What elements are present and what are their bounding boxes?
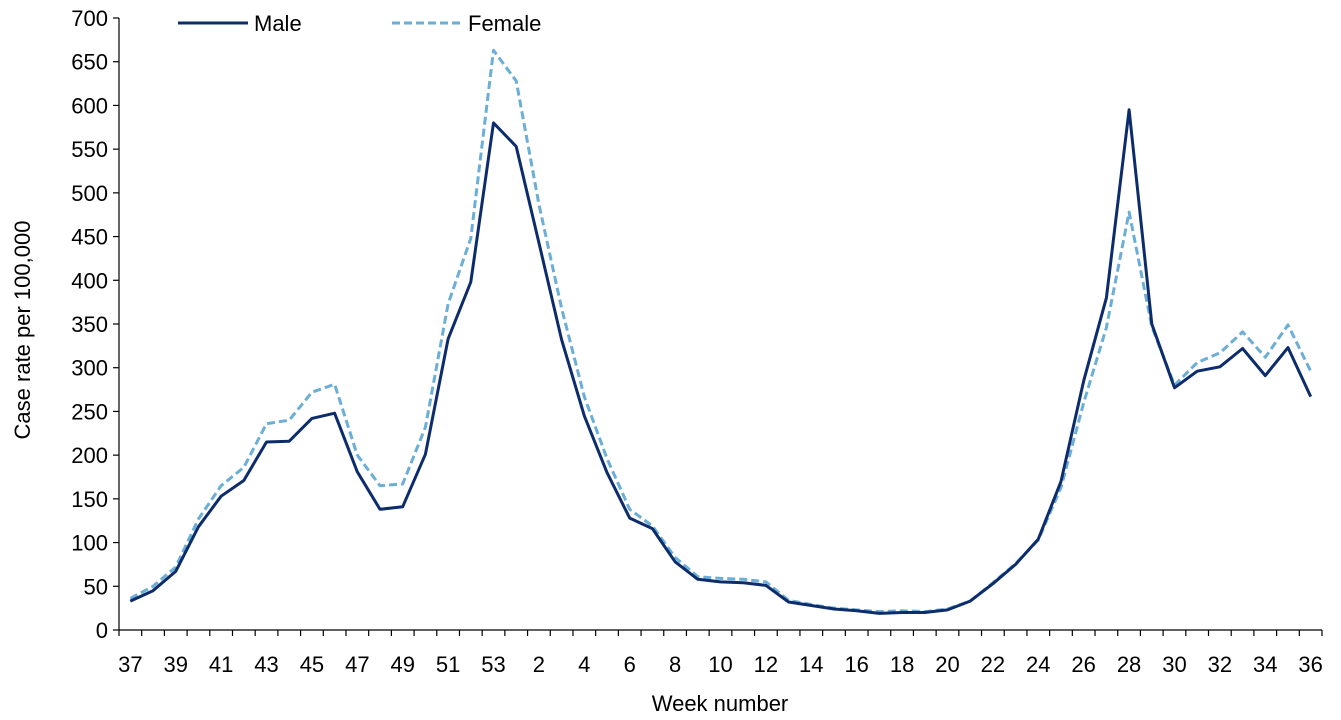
- x-tick-label: 22: [981, 652, 1005, 677]
- y-tick-label: 300: [71, 356, 108, 381]
- x-tick-label: 12: [754, 652, 778, 677]
- x-tick-label: 10: [708, 652, 732, 677]
- x-tick-label: 16: [844, 652, 868, 677]
- y-tick-label: 550: [71, 137, 108, 162]
- x-tick-label: 6: [624, 652, 636, 677]
- x-tick-label: 28: [1117, 652, 1141, 677]
- x-tick-label: 14: [799, 652, 823, 677]
- y-tick-label: 500: [71, 181, 108, 206]
- x-tick-label: 20: [935, 652, 959, 677]
- y-tick-label: 250: [71, 399, 108, 424]
- y-tick-label: 700: [71, 6, 108, 31]
- x-tick-label: 39: [164, 652, 188, 677]
- y-axis-ticks: 0 50 100 150 200 250 300 350 400 450 500 550 600 650 7…: [71, 6, 119, 643]
- x-axis-ticks: 37 39 41 43 45 47 49 51 53 2 4 6 8 10 12 14 16 18 20 22 24 26…: [118, 630, 1323, 677]
- x-tick-label: 53: [481, 652, 505, 677]
- y-tick-label: 100: [71, 531, 108, 556]
- legend-label-female: Female: [468, 11, 541, 36]
- y-tick-label: 400: [71, 268, 108, 293]
- x-tick-label: 36: [1298, 652, 1322, 677]
- series-line-male: [129, 108, 1313, 615]
- y-axis-title: Case rate per 100,000: [10, 221, 35, 440]
- x-tick-label: 47: [345, 652, 369, 677]
- x-tick-label: 34: [1253, 652, 1277, 677]
- x-axis-title: Week number: [652, 691, 789, 716]
- legend-label-male: Male: [254, 11, 302, 36]
- x-tick-label: 37: [118, 652, 142, 677]
- x-tick-label: 18: [890, 652, 914, 677]
- x-tick-label: 45: [300, 652, 324, 677]
- series-lines: [129, 48, 1313, 615]
- y-tick-label: 350: [71, 312, 108, 337]
- y-tick-label: 50: [84, 574, 108, 599]
- x-tick-label: 30: [1162, 652, 1186, 677]
- y-tick-label: 200: [71, 443, 108, 468]
- y-tick-label: 650: [71, 50, 108, 75]
- x-tick-label: 51: [436, 652, 460, 677]
- x-tick-label: 2: [533, 652, 545, 677]
- y-tick-label: 150: [71, 487, 108, 512]
- y-tick-label: 450: [71, 225, 108, 250]
- y-tick-label: 0: [96, 618, 108, 643]
- y-tick-label: 600: [71, 93, 108, 118]
- x-tick-label: 26: [1071, 652, 1095, 677]
- legend: Male Female: [178, 11, 541, 36]
- x-tick-label: 24: [1026, 652, 1050, 677]
- x-tick-label: 43: [254, 652, 278, 677]
- x-tick-label: 49: [390, 652, 414, 677]
- x-tick-label: 4: [578, 652, 590, 677]
- series-line-female: [129, 48, 1313, 614]
- x-tick-label: 41: [209, 652, 233, 677]
- x-tick-label: 8: [669, 652, 681, 677]
- x-tick-label: 32: [1208, 652, 1232, 677]
- axes: [118, 18, 1322, 631]
